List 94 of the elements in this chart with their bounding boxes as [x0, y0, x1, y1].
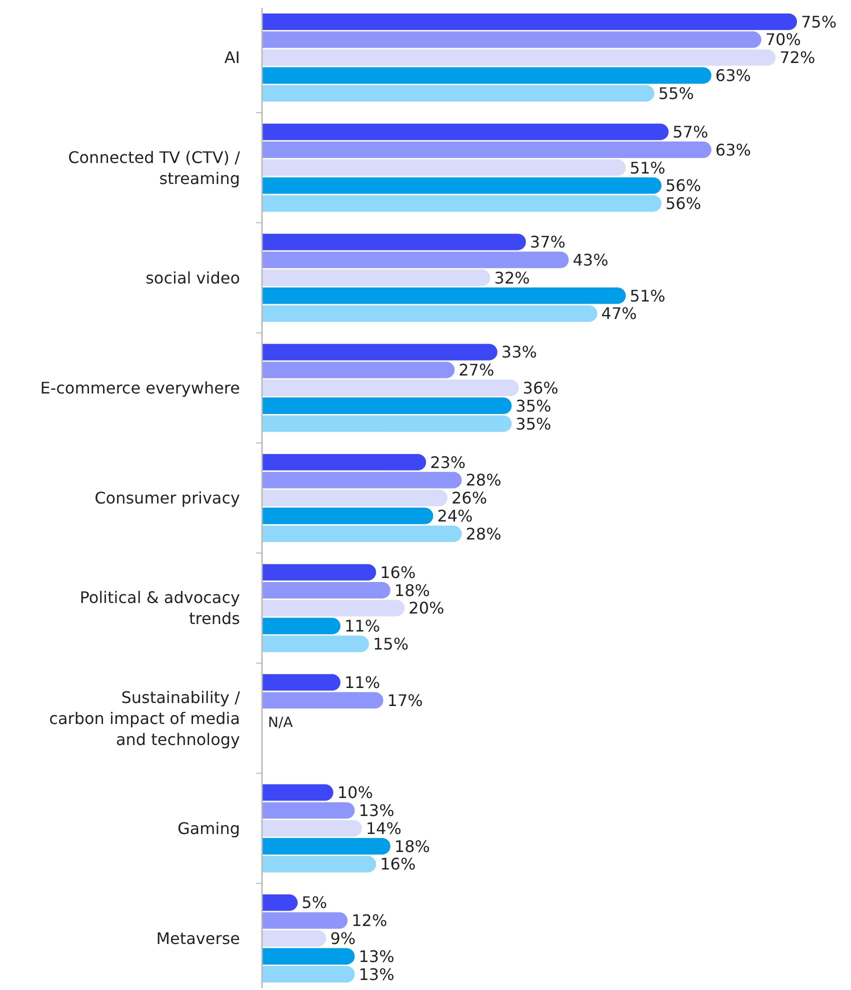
data-label: 37%: [530, 232, 566, 252]
data-label: 16%: [380, 562, 416, 582]
bar: [262, 600, 405, 616]
data-label: 33%: [501, 342, 537, 362]
data-label: 11%: [344, 673, 380, 692]
data-label: 13%: [358, 946, 394, 966]
data-label: 63%: [715, 140, 751, 160]
data-label: 70%: [765, 30, 801, 50]
bar: [262, 820, 362, 837]
data-label: 15%: [373, 634, 409, 654]
annotation: N/A: [268, 715, 294, 732]
data-label: 9%: [330, 929, 356, 948]
bar: [262, 287, 626, 304]
bar: [262, 636, 369, 652]
bar: [262, 85, 654, 102]
bar: [262, 195, 662, 212]
bar: [262, 948, 355, 965]
data-label: 28%: [466, 524, 502, 544]
data-label: 27%: [458, 360, 494, 380]
y-tick-label: Consumer privacy: [94, 488, 240, 508]
bar: [262, 49, 776, 66]
data-label: 28%: [466, 470, 502, 490]
bar: [262, 270, 490, 286]
bar: [262, 305, 598, 322]
bar: [262, 454, 426, 470]
data-label: 51%: [630, 158, 666, 178]
bar: [262, 930, 326, 947]
data-label: 35%: [516, 414, 552, 434]
data-label: 18%: [394, 836, 430, 856]
bar: [262, 380, 519, 396]
data-label: 5%: [302, 893, 328, 912]
data-label: 55%: [658, 84, 694, 103]
data-label: 56%: [665, 194, 702, 214]
bar: [262, 912, 348, 929]
data-label: 11%: [344, 616, 380, 636]
y-tick-label: E-commerce everywhere: [40, 378, 240, 398]
bar: [262, 14, 797, 30]
data-label: 51%: [630, 286, 666, 306]
data-label: 12%: [352, 911, 388, 930]
data-label: 56%: [665, 176, 702, 196]
data-label: 47%: [601, 304, 637, 324]
bar: [262, 802, 355, 819]
data-label: 13%: [358, 801, 394, 820]
data-label: 14%: [366, 818, 402, 838]
data-label: 75%: [801, 12, 837, 32]
data-label: 43%: [572, 250, 608, 270]
data-label: 32%: [494, 268, 530, 288]
bar: [262, 472, 462, 488]
bar: [262, 142, 712, 158]
data-label: 57%: [672, 122, 708, 142]
data-label: 16%: [380, 854, 416, 874]
data-label: 17%: [387, 690, 423, 710]
data-label: 26%: [451, 488, 488, 508]
bar: [262, 124, 669, 140]
bar: [262, 67, 712, 84]
bar: [262, 234, 526, 250]
bar: [262, 856, 376, 872]
bar: [262, 674, 340, 691]
bar: [262, 177, 662, 194]
data-label: 10%: [337, 783, 373, 802]
data-label: 24%: [437, 506, 473, 526]
data-label: 35%: [516, 396, 552, 416]
y-tick-label: Connected TV (CTV) / streaming: [68, 148, 241, 188]
bar: [262, 894, 298, 911]
y-tick-label: Gaming: [177, 818, 240, 838]
bar: [262, 159, 626, 176]
bar: [262, 362, 455, 378]
y-tick-label: Metaverse: [156, 929, 240, 948]
bar: [262, 398, 512, 414]
y-tick-label: Sustainability / carbon impact of media and technology: [49, 688, 241, 749]
bar: [262, 618, 340, 634]
data-label: 20%: [408, 598, 444, 618]
bar: [262, 526, 462, 542]
data-label: 18%: [394, 580, 430, 600]
y-tick-label: Political & advocacy trends: [80, 588, 240, 628]
bar: [262, 564, 376, 581]
data-label: 13%: [358, 964, 394, 984]
bar: [262, 508, 434, 524]
bar: [262, 692, 384, 709]
bar: [262, 31, 762, 48]
bar: [262, 582, 390, 598]
bar: [262, 838, 390, 854]
data-label: 63%: [715, 66, 751, 86]
bar: [262, 966, 355, 982]
y-tick-label: social video: [146, 268, 240, 288]
bar: [262, 344, 498, 360]
bar: [262, 784, 334, 801]
bar: [262, 490, 448, 506]
y-tick-label: AI: [224, 48, 240, 68]
data-label: 23%: [430, 452, 466, 472]
data-label: 72%: [780, 48, 816, 68]
bar: [262, 252, 569, 268]
data-label: 36%: [522, 378, 558, 398]
bar: [262, 415, 512, 432]
